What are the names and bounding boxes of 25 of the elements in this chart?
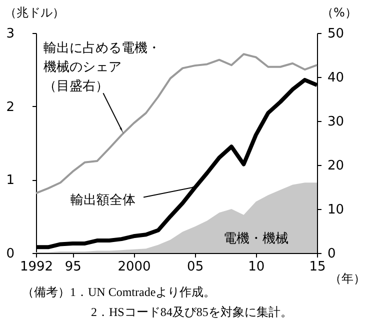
- x-tick-label: 95: [64, 260, 82, 274]
- x-axis-title: （年）: [330, 272, 366, 286]
- y2-tick-label: 50: [328, 26, 344, 42]
- y-axis-title: （兆ドル）: [4, 6, 64, 20]
- y-tick-label: 2: [6, 100, 14, 115]
- series-label: 輸出に占める電機・機械のシェア（目盛右）: [43, 40, 160, 94]
- y2-tick-label: 30: [328, 114, 344, 130]
- series-label: 電機・機械: [223, 231, 288, 246]
- y-tick-label: 0: [6, 246, 14, 262]
- y2-tick-label: 40: [328, 70, 344, 86]
- x-tick-label: 15: [309, 260, 326, 274]
- x-tick-label: 1992: [20, 260, 54, 274]
- x-tick-label: 10: [248, 260, 265, 274]
- text: （備考）1．UN Comtradeより作成。: [22, 285, 216, 299]
- x-tick-label: 05: [187, 260, 204, 274]
- y2-tick-label: 10: [328, 202, 344, 218]
- text: 2．HSコード84及び85を対象に集計。: [91, 305, 292, 319]
- y2-tick-label: 20: [328, 158, 344, 174]
- y-tick-label: 3: [6, 26, 14, 42]
- x-tick-label: 2000: [118, 260, 151, 274]
- y2-axis-title: （%）: [322, 6, 357, 20]
- y2-tick-label: 0: [328, 246, 336, 262]
- legend-label: 輸出額全体: [70, 193, 136, 208]
- y-tick-label: 1: [6, 173, 14, 188]
- line-series: [35, 53, 318, 194]
